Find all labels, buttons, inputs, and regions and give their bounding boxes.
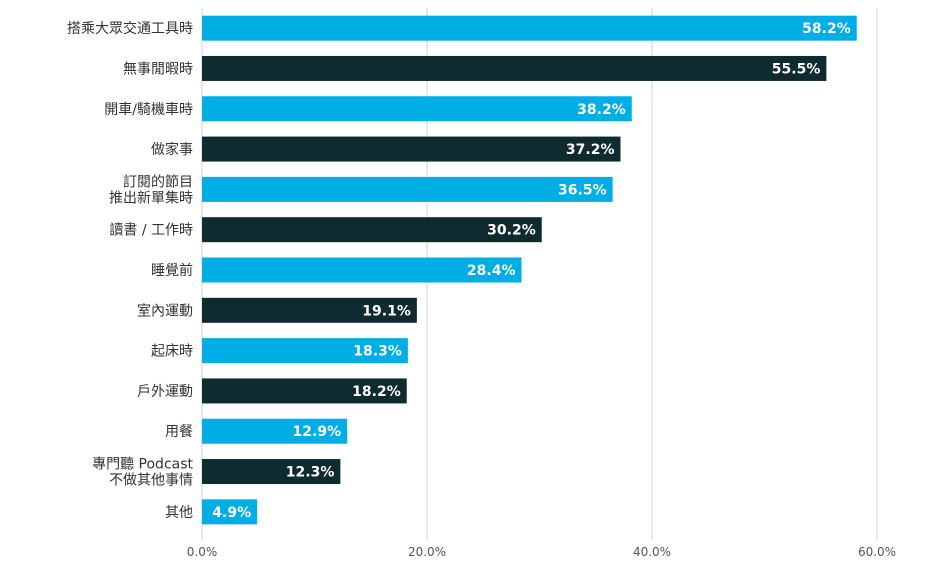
bar	[202, 176, 613, 202]
category-label-line: 室內運動	[137, 302, 193, 319]
category-label: 其他	[165, 505, 193, 521]
category-label: 開車/騎機車時	[104, 101, 193, 118]
bar	[202, 378, 407, 404]
data-label: 12.3%	[286, 465, 335, 481]
bar	[202, 459, 341, 485]
category-label-line: 起床時	[151, 344, 193, 360]
bar	[202, 499, 258, 525]
category-label-line: 做家事	[151, 141, 193, 158]
category-label: 專門聽 Podcast 不做其他事情	[92, 457, 193, 489]
data-label: 18.3%	[353, 344, 402, 360]
category-label-line: 推出新單集時	[109, 189, 193, 206]
bar	[202, 136, 621, 162]
bar	[202, 55, 827, 81]
category-label-line: 戶外運動	[137, 384, 193, 400]
bar	[202, 418, 348, 444]
bar	[202, 297, 417, 323]
data-label: 37.2%	[566, 142, 615, 158]
bar	[202, 217, 542, 243]
x-tick-label: 60.0%	[858, 545, 896, 559]
data-labels: 58.2% 55.5% 38.2% 37.2% 36.5% 30.2% 28.4% 19.1%…	[212, 21, 850, 521]
data-label: 19.1%	[362, 303, 411, 319]
category-label: 讀書 / 工作時	[109, 223, 193, 239]
data-label: 28.4%	[467, 263, 516, 279]
category-label-line: 用餐	[165, 424, 193, 440]
bar	[202, 257, 522, 283]
bars	[202, 15, 857, 525]
category-label: 搭乘大眾交通工具時	[67, 20, 193, 37]
category-label-line: 開車/騎機車時	[104, 101, 193, 118]
x-tick-label: 20.0%	[408, 545, 446, 559]
category-label: 訂閱的節目推出新單集時	[109, 173, 193, 206]
data-label: 12.9%	[293, 424, 342, 440]
data-label: 4.9%	[212, 505, 251, 521]
data-label: 18.2%	[352, 384, 401, 400]
category-label: 睡覺前	[151, 262, 193, 279]
category-label-line: 專門聽 Podcast	[92, 457, 193, 473]
category-label-line: 無事閒暇時	[123, 61, 193, 77]
category-label-line: 讀書 / 工作時	[109, 223, 193, 239]
data-label: 55.5%	[772, 61, 821, 77]
category-label-line: 訂閱的節目	[123, 173, 193, 190]
category-label: 室內運動	[137, 302, 193, 319]
category-label: 做家事	[151, 141, 193, 158]
data-label: 58.2%	[802, 21, 851, 37]
category-label: 戶外運動	[137, 384, 193, 400]
data-label: 36.5%	[558, 182, 607, 198]
category-label-line: 不做其他事情	[109, 473, 193, 489]
x-tick-label: 40.0%	[633, 545, 671, 559]
data-label: 38.2%	[577, 102, 626, 118]
category-label-line: 睡覺前	[151, 262, 193, 279]
category-label: 用餐	[165, 424, 193, 440]
x-axis-ticks: 0.0% 20.0% 40.0% 60.0%	[187, 545, 896, 559]
category-label: 起床時	[151, 344, 193, 360]
x-tick-label: 0.0%	[187, 545, 218, 559]
data-label: 30.2%	[487, 223, 536, 239]
category-label: 無事閒暇時	[123, 61, 193, 77]
bar	[202, 15, 857, 41]
bar	[202, 338, 408, 364]
category-label-line: 搭乘大眾交通工具時	[67, 20, 193, 37]
category-label-line: 其他	[165, 505, 193, 521]
bar	[202, 96, 632, 122]
